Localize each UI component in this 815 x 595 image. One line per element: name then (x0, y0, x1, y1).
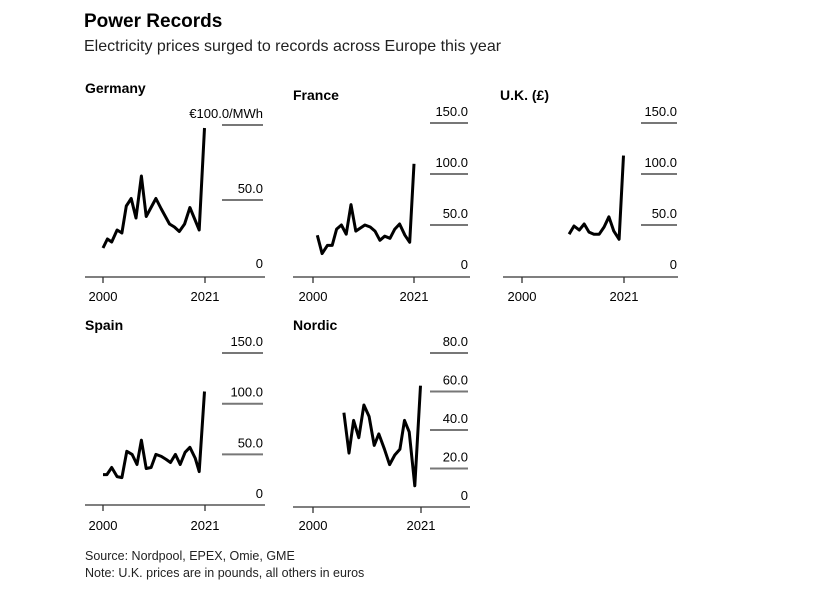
series-line (103, 391, 206, 480)
series-line (342, 385, 422, 488)
x-tick-label: 2021 (407, 518, 436, 533)
x-tick-label: 2021 (400, 289, 429, 304)
series-line (101, 127, 206, 249)
footnote: Note: U.K. prices are in pounds, all oth… (85, 566, 365, 580)
x-tick-label: 2000 (89, 518, 118, 533)
y-tick-label: 150.0 (230, 334, 263, 349)
y-tick-label: 20.0 (443, 450, 468, 465)
x-tick-label: 2021 (610, 289, 639, 304)
y-tick-label: 0 (670, 257, 677, 272)
y-tick-label: 50.0 (652, 206, 677, 221)
chart-subtitle: Electricity prices surged to records acr… (84, 38, 502, 55)
y-tick-label: 150.0 (644, 104, 677, 119)
x-tick-label: 2000 (299, 289, 328, 304)
x-tick-label: 2000 (299, 518, 328, 533)
x-tick-label: 2021 (191, 289, 220, 304)
y-tick-label: 60.0 (443, 373, 468, 388)
series-line (567, 155, 625, 241)
y-tick-label: 100.0 (435, 155, 468, 170)
y-tick-label: 0 (256, 486, 263, 501)
y-tick-label: 150.0 (435, 104, 468, 119)
y-tick-label: 0 (256, 256, 263, 271)
x-tick-label: 2021 (191, 518, 220, 533)
y-tick-label: 100.0 (644, 155, 677, 170)
y-tick-label: 0 (461, 488, 468, 503)
x-tick-label: 2000 (89, 289, 118, 304)
x-tick-label: 2000 (508, 289, 537, 304)
y-tick-label: 0 (461, 257, 468, 272)
chart-title: Power Records (84, 11, 223, 32)
y-tick-label: 50.0 (443, 206, 468, 221)
series-line (315, 163, 416, 256)
y-tick-label: 100.0 (230, 385, 263, 400)
source-note: Source: Nordpool, EPEX, Omie, GME (85, 549, 295, 563)
panel-title: Spain (85, 317, 123, 333)
y-tick-label: €100.0/MWh (189, 106, 263, 121)
panel-title: Nordic (293, 317, 338, 333)
y-tick-label: 50.0 (238, 181, 263, 196)
y-tick-label: 80.0 (443, 334, 468, 349)
panel-title: U.K. (£) (500, 87, 549, 103)
panel-title: Germany (85, 80, 146, 96)
y-tick-label: 50.0 (238, 435, 263, 450)
panel-title: France (293, 87, 339, 103)
y-tick-label: 40.0 (443, 411, 468, 426)
